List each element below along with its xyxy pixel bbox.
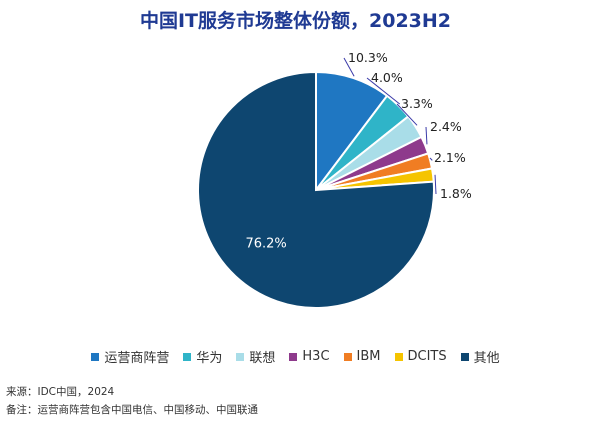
legend-swatch-5 <box>394 352 403 361</box>
legend-item-5: DCITS <box>394 347 447 366</box>
legend-item-4: IBM <box>343 347 381 366</box>
legend-label-1: 华为 <box>196 351 223 366</box>
legend-swatch-1 <box>183 352 192 361</box>
leader-line-3 <box>425 126 428 145</box>
legend-swatch-0 <box>91 352 100 361</box>
legend-label-5: DCITS <box>407 349 447 364</box>
legend-item-6: 其他 <box>460 347 500 366</box>
leader-line-4 <box>429 157 433 161</box>
pie-slice-6 <box>197 70 435 309</box>
legend-label-0: 运营商阵营 <box>104 351 170 366</box>
legend-label-4: IBM <box>356 349 381 364</box>
legend-item-0: 运营商阵营 <box>91 347 169 366</box>
slice-label-2: 3.3% <box>401 96 433 111</box>
legend-swatch-3 <box>289 352 298 361</box>
leader-line-2 <box>396 103 418 126</box>
slice-label-0: 10.3% <box>348 50 388 65</box>
slice-label-1: 4.0% <box>371 70 403 85</box>
slice-label-5: 1.8% <box>440 186 472 201</box>
slice-label-3: 2.4% <box>430 119 462 134</box>
legend-swatch-6 <box>460 352 469 361</box>
legend-label-2: 联想 <box>249 351 276 366</box>
remark-note: 备注：运营商阵营包含中国电信、中国移动、中国联通 <box>6 404 258 416</box>
leader-line-0 <box>343 57 355 77</box>
legend-item-3: H3C <box>289 347 330 366</box>
pie-chart: 10.3% 4.0% 3.3% 2.4% 2.1% 1.8% 76.2% <box>197 50 472 309</box>
legend-item-2: 联想 <box>236 347 275 366</box>
chart-legend: 运营商阵营 华为 联想 H3C IBM DCITS 其他 <box>0 347 591 366</box>
legend-swatch-2 <box>236 352 245 361</box>
source-note: 来源：IDC中国，2024 <box>6 386 115 398</box>
slice-label-6: 76.2% <box>245 237 286 252</box>
pie-slice-0 <box>315 70 389 193</box>
legend-swatch-4 <box>343 352 352 361</box>
leader-line-5 <box>434 174 437 195</box>
legend-label-3: H3C <box>302 349 330 364</box>
legend-label-6: 其他 <box>473 351 500 366</box>
legend-item-1: 华为 <box>183 347 222 366</box>
chart-title: 中国IT服务市场整体份额，2023H2 <box>139 10 452 32</box>
slice-label-4: 2.1% <box>434 150 466 165</box>
leader-line-1 <box>366 77 401 105</box>
